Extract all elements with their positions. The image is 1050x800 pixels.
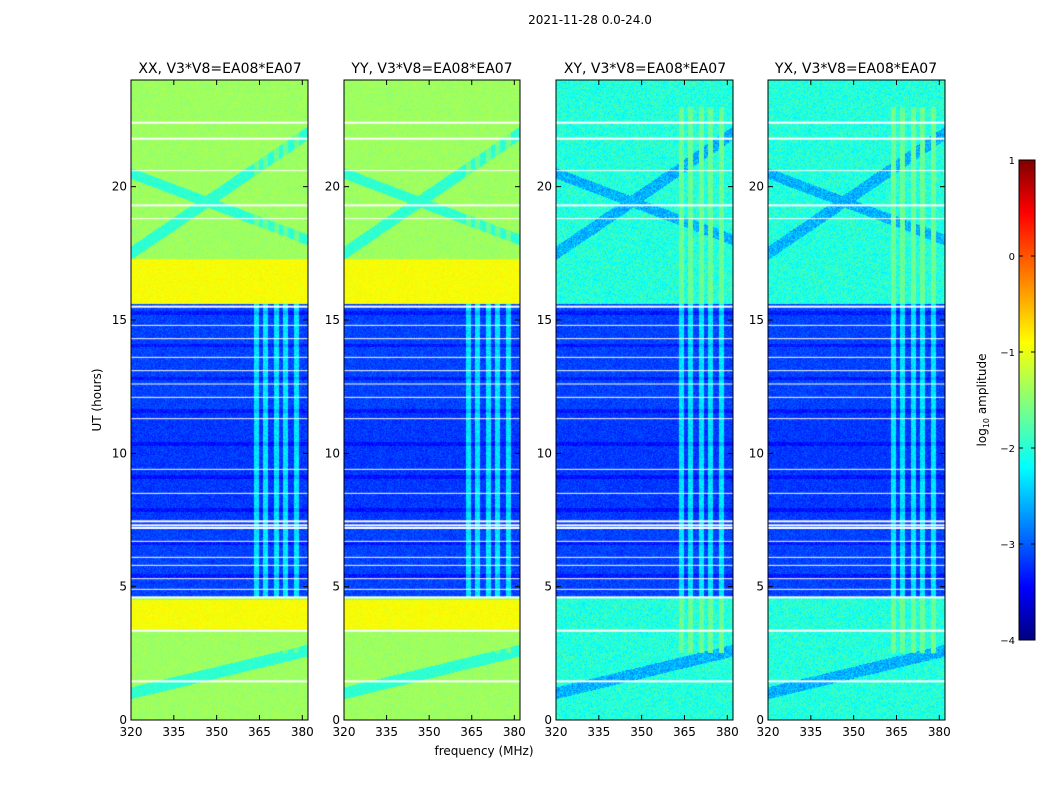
heatmap-image — [556, 80, 733, 720]
x-tick-label: 320 — [545, 725, 568, 739]
x-tick-label: 365 — [460, 725, 483, 739]
y-tick-label: 5 — [332, 580, 340, 594]
y-tick-label: 0 — [756, 713, 764, 727]
panel-yx: YX, V3*V8=EA08*EA07 320 335 350 365 380 0 5 10… — [749, 61, 951, 739]
y-tick-label: 20 — [112, 180, 127, 194]
x-ticks: 320 335 350 365 380 — [757, 80, 951, 739]
y-ticks: 0 5 10 15 20 — [325, 180, 520, 727]
colorbar-label-base: log — [975, 428, 989, 446]
x-tick-label: 350 — [842, 725, 865, 739]
x-ticks: 320 335 350 365 380 — [333, 80, 526, 739]
panel-frame — [130, 79, 309, 721]
panel-title: XX, V3*V8=EA08*EA07 — [138, 61, 301, 77]
panel-yy: YY, V3*V8=EA08*EA07 320 335 350 365 380 0 5 10… — [325, 61, 526, 739]
y-axis-label: UT (hours) — [90, 368, 104, 431]
colorbar-tick-label: 1 — [1009, 156, 1015, 167]
x-tick-label: 320 — [757, 725, 780, 739]
y-tick-label: 0 — [544, 713, 552, 727]
panel-xy: XY, V3*V8=EA08*EA07 320 335 350 365 380 0 5 10… — [537, 61, 739, 739]
heatmap-image — [768, 80, 945, 720]
panel-xx: XX, V3*V8=EA08*EA07 320 335 350 365 380 0 5 10… — [112, 61, 314, 739]
x-axis-label: frequency (MHz) — [434, 744, 533, 758]
x-tick-label: 335 — [375, 725, 398, 739]
colorbar-label-sub: 10 — [982, 418, 991, 428]
figure-suptitle: 2021-11-28 0.0-24.0 — [528, 13, 652, 27]
y-tick-label: 15 — [749, 313, 764, 327]
x-tick-label: 380 — [291, 725, 314, 739]
x-tick-label: 380 — [503, 725, 526, 739]
heatmap-image — [344, 80, 520, 720]
y-tick-label: 10 — [325, 446, 340, 460]
panel-title: XY, V3*V8=EA08*EA07 — [564, 61, 726, 77]
y-tick-label: 20 — [325, 180, 340, 194]
colorbar-tick-label: −4 — [1000, 636, 1015, 647]
y-tick-label: 0 — [332, 713, 340, 727]
y-tick-label: 5 — [756, 580, 764, 594]
x-tick-label: 380 — [716, 725, 739, 739]
panel-frame — [767, 79, 946, 721]
colorbar-tick-label: −2 — [1000, 444, 1015, 455]
y-ticks: 0 5 10 15 20 — [749, 180, 945, 727]
x-ticks: 320 335 350 365 380 — [120, 80, 314, 739]
panel-frame — [555, 79, 734, 721]
y-tick-label: 15 — [325, 313, 340, 327]
x-tick-label: 335 — [799, 725, 822, 739]
y-tick-label: 5 — [544, 580, 552, 594]
panel-frame — [343, 79, 521, 721]
x-tick-label: 335 — [162, 725, 185, 739]
y-tick-label: 20 — [749, 180, 764, 194]
x-tick-label: 320 — [120, 725, 143, 739]
x-ticks: 320 335 350 365 380 — [545, 80, 739, 739]
colorbar-label-rest: amplitude — [975, 354, 989, 418]
colorbar-tick-label: 0 — [1009, 252, 1015, 263]
y-ticks: 0 5 10 15 20 — [112, 180, 308, 727]
colorbar-label: log10 amplitude — [975, 354, 991, 447]
x-tick-label: 380 — [928, 725, 951, 739]
panel-title: YY, V3*V8=EA08*EA07 — [350, 61, 512, 77]
colorbar-tick-label: −3 — [1000, 540, 1015, 551]
x-tick-label: 365 — [885, 725, 908, 739]
y-tick-label: 5 — [119, 580, 127, 594]
x-tick-label: 320 — [333, 725, 356, 739]
colorbar-ticks: 1 0 −1 −2 −3 −4 — [1000, 156, 1035, 647]
y-tick-label: 10 — [537, 446, 552, 460]
y-tick-label: 10 — [112, 446, 127, 460]
y-tick-label: 15 — [112, 313, 127, 327]
x-tick-label: 335 — [587, 725, 610, 739]
colorbar-tick-label: −1 — [1000, 348, 1015, 359]
panel-title: YX, V3*V8=EA08*EA07 — [774, 61, 937, 77]
heatmap-image — [131, 80, 308, 720]
y-tick-label: 10 — [749, 446, 764, 460]
y-tick-label: 20 — [537, 180, 552, 194]
y-tick-label: 0 — [119, 713, 127, 727]
x-tick-label: 365 — [248, 725, 271, 739]
colorbar: 10−1−2−3−4 log10 amplitude — [975, 156, 1036, 647]
colorbar-bar — [1018, 159, 1036, 641]
y-ticks: 0 5 10 15 20 — [537, 180, 733, 727]
x-tick-label: 350 — [205, 725, 228, 739]
y-tick-label: 15 — [537, 313, 552, 327]
x-tick-label: 365 — [673, 725, 696, 739]
x-tick-label: 350 — [630, 725, 653, 739]
x-tick-label: 350 — [418, 725, 441, 739]
